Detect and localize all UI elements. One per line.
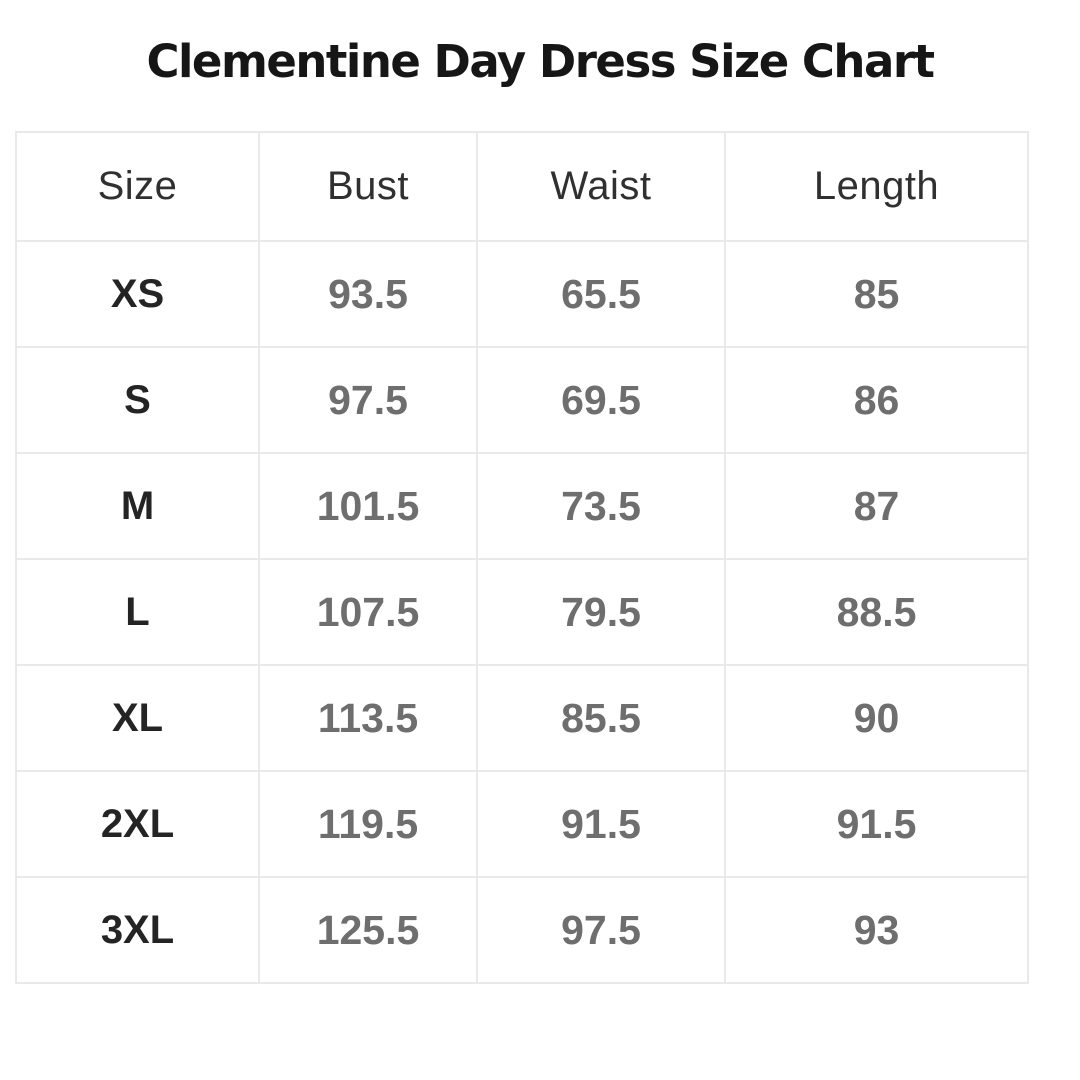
measurement-cell: 85.5 [476, 664, 726, 772]
measurement-cell: 90 [724, 664, 1029, 772]
table-row: M 101.5 73.5 87 [15, 452, 1029, 560]
measurement-cell: 91.5 [476, 770, 726, 878]
measurement-cell: 97.5 [476, 876, 726, 984]
page-title: Clementine Day Dress Size Chart [146, 35, 935, 88]
header-row: Size Bust Waist Length [15, 131, 1029, 242]
size-chart-table: Size Bust Waist Length XS 93.5 65.5 85 S 97.5… [15, 131, 1029, 984]
size-label-cell: M [15, 452, 260, 560]
column-header-size: Size [15, 131, 260, 242]
size-label-cell: S [15, 346, 260, 454]
table-row: XS 93.5 65.5 85 [15, 240, 1029, 348]
size-label-cell: XS [15, 240, 260, 348]
measurement-cell: 101.5 [258, 452, 478, 560]
measurement-cell: 87 [724, 452, 1029, 560]
table-row: 3XL 125.5 97.5 93 [15, 876, 1029, 984]
column-header-length: Length [724, 131, 1029, 242]
table-row: XL 113.5 85.5 90 [15, 664, 1029, 772]
measurement-cell: 69.5 [476, 346, 726, 454]
measurement-cell: 125.5 [258, 876, 478, 984]
column-header-waist: Waist [476, 131, 726, 242]
measurement-cell: 85 [724, 240, 1029, 348]
size-label-cell: 2XL [15, 770, 260, 878]
measurement-cell: 65.5 [476, 240, 726, 348]
table-row: S 97.5 69.5 86 [15, 346, 1029, 454]
table-header: Size Bust Waist Length [15, 131, 1029, 242]
measurement-cell: 93.5 [258, 240, 478, 348]
size-rows: XS 93.5 65.5 85 S 97.5 69.5 86 M 101.5 73.5 87 L 107.… [15, 240, 1029, 984]
size-label-cell: L [15, 558, 260, 666]
table-row: 2XL 119.5 91.5 91.5 [15, 770, 1029, 878]
measurement-cell: 86 [724, 346, 1029, 454]
measurement-cell: 107.5 [258, 558, 478, 666]
table-row: L 107.5 79.5 88.5 [15, 558, 1029, 666]
measurement-cell: 113.5 [258, 664, 478, 772]
measurement-cell: 119.5 [258, 770, 478, 878]
measurement-cell: 93 [724, 876, 1029, 984]
measurement-cell: 79.5 [476, 558, 726, 666]
measurement-cell: 91.5 [724, 770, 1029, 878]
measurement-cell: 97.5 [258, 346, 478, 454]
size-label-cell: 3XL [15, 876, 260, 984]
size-label-cell: XL [15, 664, 260, 772]
column-header-bust: Bust [258, 131, 478, 242]
measurement-cell: 88.5 [724, 558, 1029, 666]
measurement-cell: 73.5 [476, 452, 726, 560]
